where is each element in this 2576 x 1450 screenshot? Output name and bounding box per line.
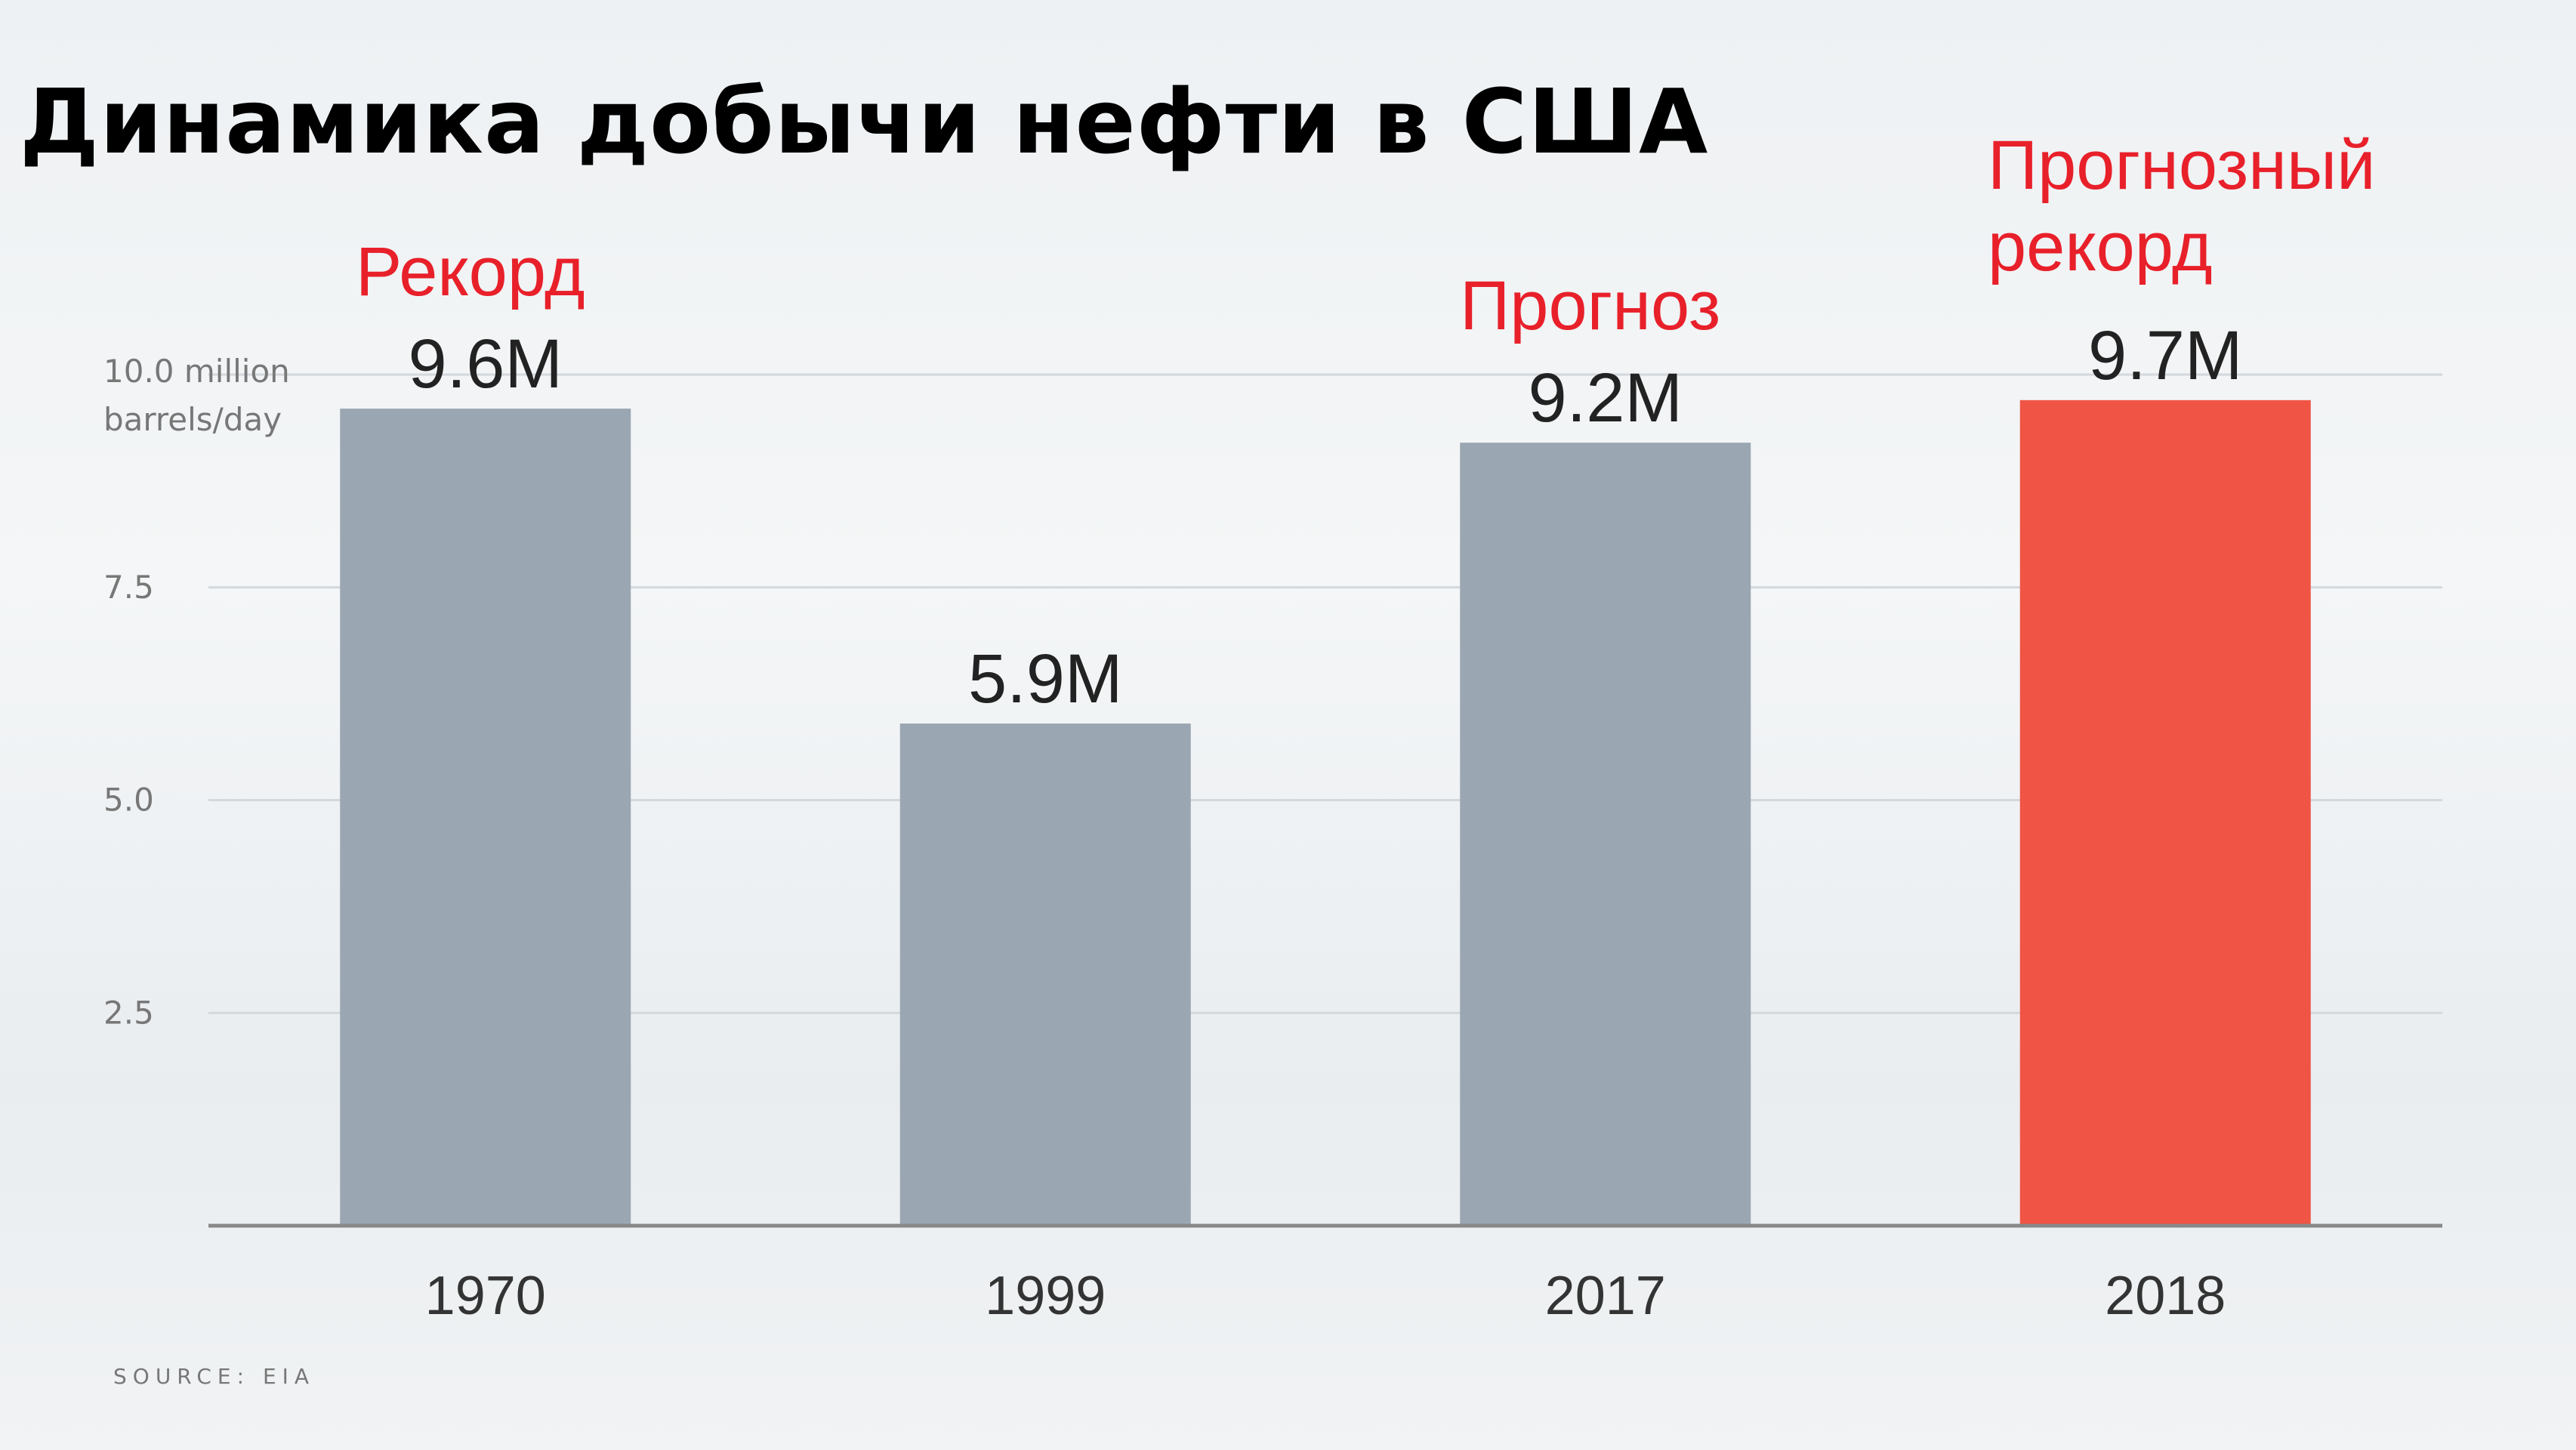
annotation: Прогнозный <box>1988 127 2375 204</box>
y-tick-label: 10.0 million barrels/day <box>103 353 290 438</box>
y-tick-label: 5.0 <box>103 782 154 819</box>
x-tick-label: 1970 <box>425 1266 546 1326</box>
x-tick-label: 1999 <box>985 1266 1106 1326</box>
bar-2017 <box>1460 443 1751 1226</box>
bar-1999 <box>899 723 1191 1226</box>
x-tick-label: 2018 <box>2105 1266 2226 1326</box>
source-note: SOURCE: EIA <box>113 1364 315 1389</box>
data-label: 9.7M <box>2088 317 2243 394</box>
chart-title: Динамика добычи нефти в США <box>20 69 1709 174</box>
bar-2018 <box>2019 400 2311 1226</box>
data-label: 9.6M <box>408 325 563 403</box>
annotation: Прогноз <box>1460 267 1720 344</box>
data-label: 5.9M <box>968 640 1123 717</box>
y-tick-label: 2.5 <box>103 994 154 1031</box>
bar-1970 <box>340 409 631 1226</box>
x-tick-label: 2017 <box>1545 1266 1666 1326</box>
data-label: 9.2M <box>1528 359 1683 437</box>
annotation: Рекорд <box>356 233 585 310</box>
annotation: рекорд <box>1988 208 2213 285</box>
y-tick-label: 7.5 <box>103 569 154 606</box>
